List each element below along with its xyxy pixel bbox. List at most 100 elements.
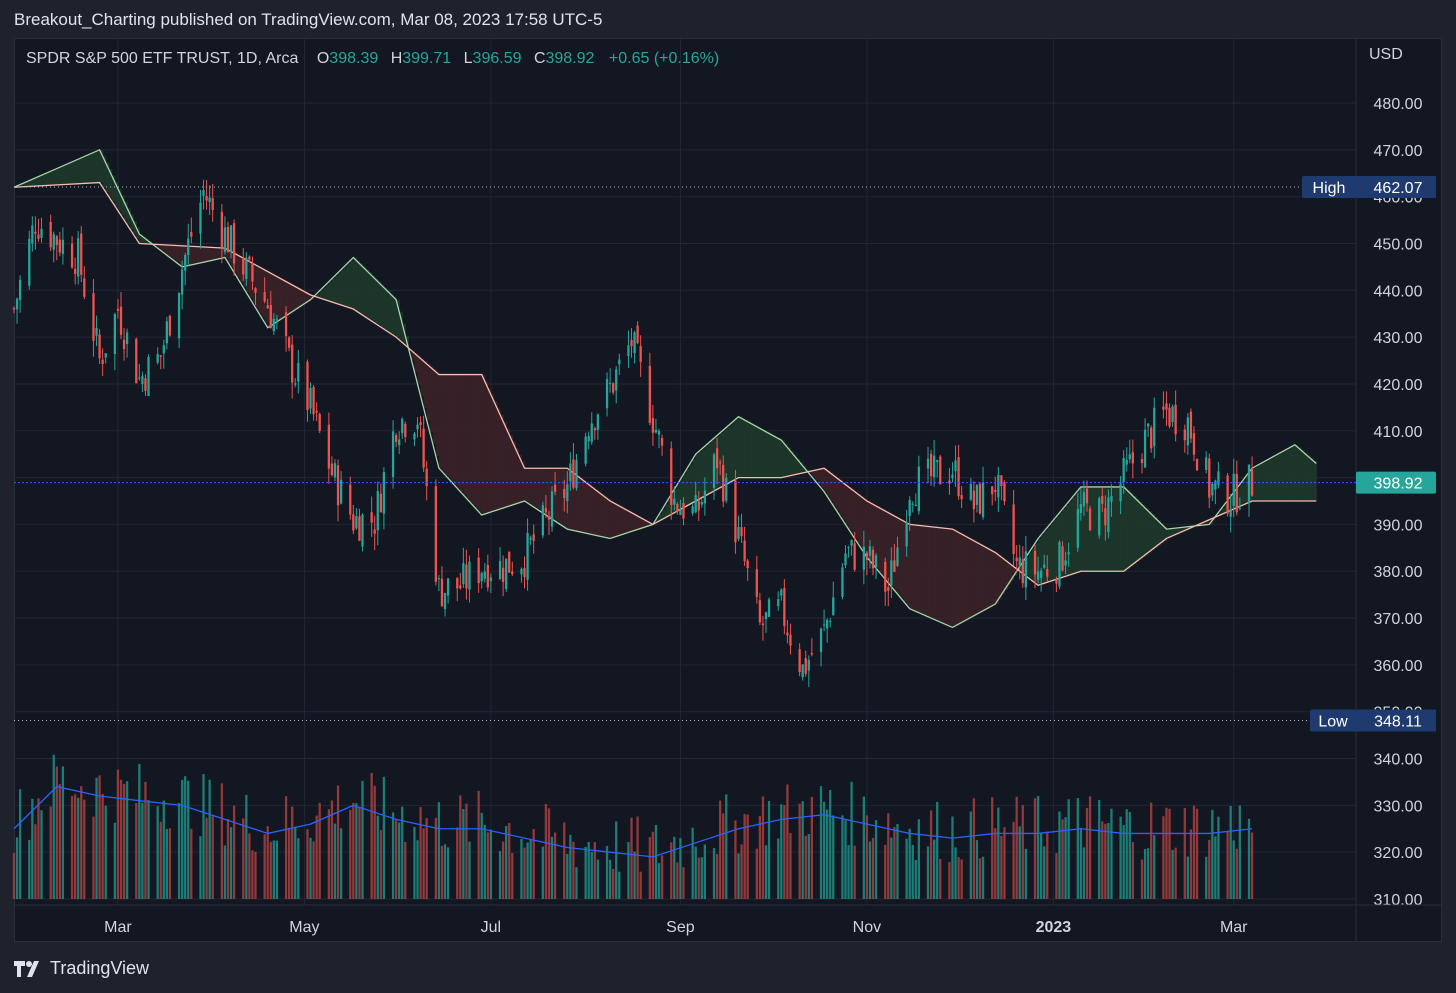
cloud-slice <box>420 358 425 396</box>
cloud-slice <box>484 381 489 515</box>
tradingview-logo-icon <box>14 960 39 977</box>
volume-bar <box>584 846 587 899</box>
candle-body <box>871 549 875 569</box>
candle-body <box>355 516 358 529</box>
volume-bar <box>355 803 358 899</box>
volume-bar <box>425 818 428 899</box>
volume-bar <box>575 867 578 899</box>
cloud-slice <box>732 422 737 481</box>
cloud-slice <box>1114 486 1119 572</box>
volume-bar <box>1143 848 1147 899</box>
cloud-slice <box>869 502 874 561</box>
volume-bar <box>73 794 77 899</box>
cloud-slice <box>160 244 165 251</box>
cloud-slice <box>802 465 807 473</box>
candle-body <box>914 504 917 506</box>
cloud-slice <box>579 477 584 532</box>
candle-body <box>144 378 147 391</box>
cloud-slice <box>833 475 837 506</box>
cloud-slice <box>44 173 49 186</box>
cloud-slice <box>23 183 27 187</box>
cloud-slice <box>747 421 752 478</box>
volume-bar <box>422 828 425 899</box>
volume-bar <box>398 822 401 899</box>
cloud-slice <box>325 284 330 300</box>
tradingview-brand[interactable]: TradingView <box>14 958 149 979</box>
cloud-slice <box>206 247 211 262</box>
volume-bar <box>547 808 551 899</box>
cloud-slice <box>111 175 116 202</box>
cloud-slice <box>698 451 703 500</box>
candle-body <box>694 495 697 513</box>
candle-body <box>734 480 737 543</box>
currency-label[interactable]: USD <box>1369 46 1403 63</box>
volume-bar <box>284 796 288 899</box>
volume-bar <box>612 868 615 899</box>
candle-body <box>1226 475 1229 514</box>
cloud-slice <box>289 283 293 314</box>
volume-bar <box>917 819 921 899</box>
candle-body <box>636 325 639 344</box>
cloud-slice <box>130 214 134 230</box>
volume-bar <box>841 815 844 899</box>
volume-bar <box>957 857 960 899</box>
cloud-slice <box>885 511 889 580</box>
candle-body <box>703 490 707 504</box>
candle-body <box>691 506 694 514</box>
cloud-slice <box>710 440 715 493</box>
cloud-slice <box>900 519 905 598</box>
cloud-slice <box>334 275 339 304</box>
cloud-slice <box>298 288 302 308</box>
marker-value-bg <box>1356 175 1436 198</box>
cloud-slice <box>139 234 143 244</box>
x-tick-label: Nov <box>853 919 881 936</box>
cloud-slice <box>692 459 697 503</box>
volume-bar <box>477 790 480 899</box>
candle-body <box>761 623 765 626</box>
cloud-slice <box>133 221 137 235</box>
cloud-slice <box>472 374 477 506</box>
volume-bar <box>786 784 789 899</box>
cloud-slice <box>380 284 385 328</box>
candle-body <box>633 332 636 354</box>
cloud-slice <box>769 433 773 478</box>
volume-bar <box>254 851 257 899</box>
candle-body <box>822 624 826 626</box>
candle-body <box>297 362 300 382</box>
cloud-slice <box>377 281 382 326</box>
cloud-slice <box>512 441 516 506</box>
volume-bar <box>948 862 951 899</box>
volume-bar <box>767 800 771 899</box>
cloud-slice <box>234 253 238 273</box>
cloud-slice <box>1304 452 1308 501</box>
cloud-slice <box>793 454 798 475</box>
volume-bar <box>654 824 658 899</box>
cloud-slice <box>286 281 290 316</box>
cloud-slice <box>53 169 58 186</box>
y-tick-label: 340.00 <box>1374 752 1423 769</box>
cloud-slice <box>1233 492 1238 510</box>
candle-body <box>61 239 65 254</box>
cloud-slice <box>665 504 669 518</box>
candle-body <box>211 198 214 210</box>
candle-body <box>755 569 758 597</box>
candle-body <box>746 560 749 568</box>
cloud-slice <box>1258 464 1262 501</box>
volume-bar <box>159 821 162 899</box>
cloud-slice <box>145 238 150 244</box>
chart-panel[interactable] <box>14 38 1442 942</box>
candle-body <box>844 553 847 566</box>
candle-body <box>141 376 144 384</box>
candle-body <box>465 564 468 589</box>
cloud-slice <box>255 264 260 308</box>
volume-bar <box>1085 808 1089 899</box>
candle-body <box>83 278 86 297</box>
volume-bar <box>605 846 609 899</box>
volume-bar <box>165 828 168 899</box>
volume-bar <box>1110 808 1113 899</box>
volume-bar <box>391 812 395 899</box>
cloud-slice <box>1224 504 1229 514</box>
symbol-label[interactable]: SPDR S&P 500 ETF TRUST, 1D, Arca <box>26 50 299 67</box>
volume-bar <box>761 796 765 899</box>
